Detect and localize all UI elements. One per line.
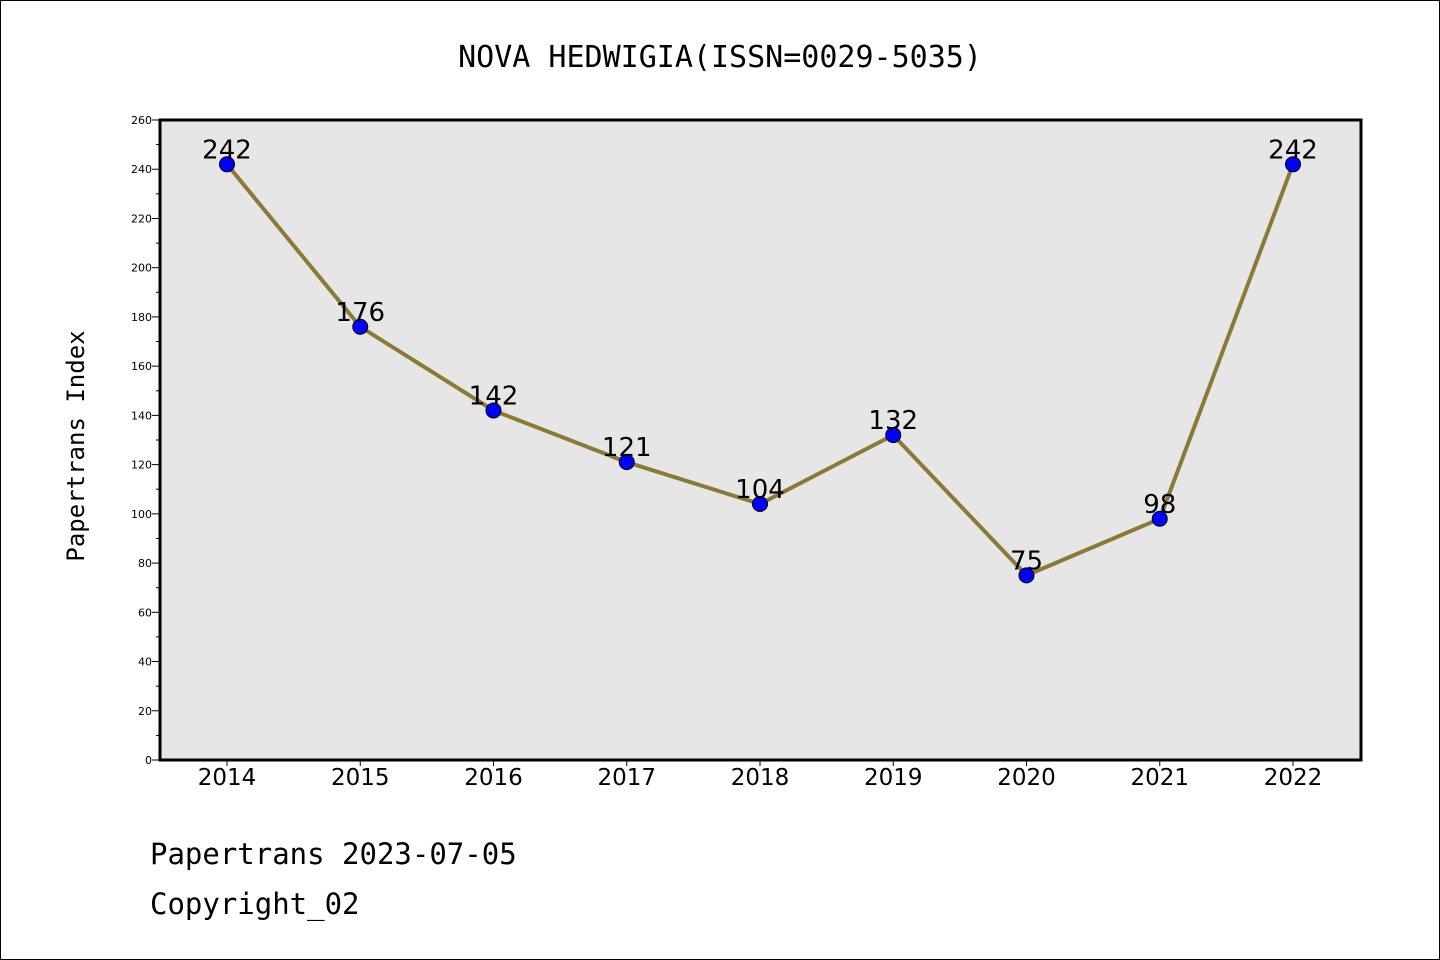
x-tick-label: 2016 <box>464 765 523 791</box>
y-tick-label: 120 <box>131 459 152 472</box>
y-tick-label: 0 <box>145 754 152 767</box>
data-point <box>485 402 502 419</box>
data-label: 176 <box>335 298 385 328</box>
plot-area <box>160 120 1361 760</box>
series-markers <box>219 156 1301 584</box>
data-label: 142 <box>469 381 519 411</box>
x-tick-label: 2014 <box>198 765 257 791</box>
footer-copyright: Copyright_02 <box>150 887 360 922</box>
x-tick-label: 2020 <box>997 765 1056 791</box>
x-tick-label: 2019 <box>864 765 923 791</box>
data-label: 75 <box>1010 546 1043 576</box>
chart-title: NOVA HEDWIGIA(ISSN=0029-5035) <box>458 40 982 75</box>
data-point <box>752 496 768 512</box>
y-tick-label: 160 <box>131 360 152 373</box>
data-label: 132 <box>868 406 918 436</box>
data-label: 98 <box>1143 490 1176 520</box>
y-tick-label: 100 <box>131 508 152 521</box>
footer-date: Papertrans 2023-07-05 <box>150 837 517 871</box>
y-tick-label: 180 <box>131 311 152 324</box>
y-axis: 0 20 40 60 80 100 120 140 160 180 200 220 240 260 <box>131 114 160 767</box>
data-point <box>352 318 369 335</box>
x-tick-label: 2018 <box>731 765 790 791</box>
y-tick-label: 20 <box>138 705 152 718</box>
x-tick-label: 2022 <box>1264 765 1323 791</box>
y-tick-label: 220 <box>131 212 152 225</box>
data-label: 242 <box>202 135 252 165</box>
plot-border <box>158 118 1363 762</box>
data-point <box>885 427 902 444</box>
x-tick-label: 2017 <box>597 765 656 791</box>
data-point <box>618 454 635 471</box>
data-point <box>1018 567 1035 584</box>
data-point <box>219 156 235 173</box>
data-point <box>1285 156 1301 173</box>
data-labels: 242 176 142 121 104 132 75 98 242 <box>202 135 1318 576</box>
y-tick-label: 140 <box>131 409 152 422</box>
data-label: 121 <box>602 433 652 463</box>
x-axis: 2014 2015 2016 2017 2018 2019 2020 2021 2022 <box>198 760 1323 791</box>
y-tick-label: 200 <box>131 262 152 275</box>
y-axis-label: Papertrans Index <box>62 330 90 561</box>
data-label: 104 <box>735 475 785 505</box>
y-tick-label: 240 <box>131 163 152 176</box>
data-label: 242 <box>1268 135 1318 165</box>
x-tick-label: 2015 <box>331 765 390 791</box>
y-tick-label: 40 <box>138 656 152 669</box>
data-point <box>1151 510 1168 527</box>
x-tick-label: 2021 <box>1130 765 1189 791</box>
y-tick-label: 260 <box>131 114 152 127</box>
y-tick-label: 80 <box>138 557 152 570</box>
y-tick-label: 60 <box>138 606 152 619</box>
